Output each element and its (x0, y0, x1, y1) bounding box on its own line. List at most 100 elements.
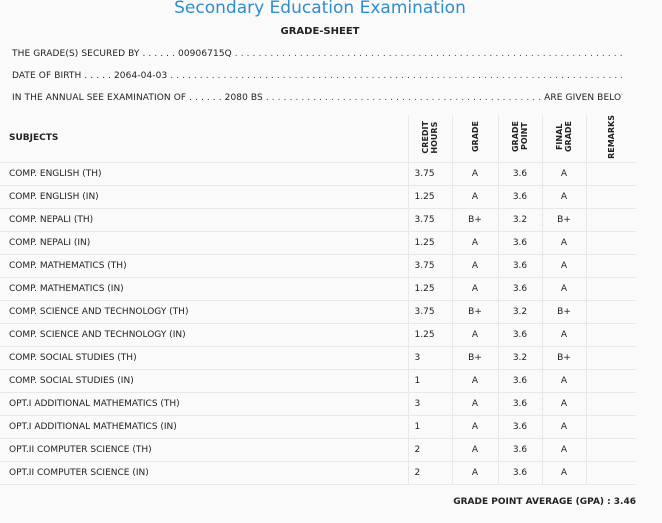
grade-point-cell: 3.6 (497, 185, 542, 209)
credit-hours-cell: 1 (407, 415, 452, 439)
table-row: COMP. SOCIAL STUDIES (IN) 1 A 3.6 A (0, 369, 636, 393)
final-grade-cell: B+ (541, 346, 586, 370)
subject-cell: OPT.I ADDITIONAL MATHEMATICS (IN) (0, 415, 408, 439)
grade-point-cell: 3.2 (497, 346, 542, 370)
credit-hours-cell: 3 (407, 392, 452, 416)
grade-point-cell: 3.2 (497, 300, 542, 324)
grade-point-cell: 3.6 (497, 369, 542, 393)
header-grade-text: GRADE (470, 121, 480, 153)
credit-hours-cell: 2 (407, 461, 452, 485)
table-row: COMP. SCIENCE AND TECHNOLOGY (TH) 3.75 B+ 3… (0, 300, 636, 324)
remarks-cell (585, 438, 636, 462)
table-row: COMP. ENGLISH (IN) 1.25 A 3.6 A (0, 185, 636, 209)
final-grade-cell: A (541, 415, 586, 439)
credit-hours-cell: 3.75 (407, 162, 452, 186)
remarks-cell (585, 162, 636, 186)
exam-suffix: ARE GIVEN BELOW . . . (544, 93, 622, 103)
grade-point-cell: 3.6 (497, 392, 542, 416)
subject-cell: COMP. SCIENCE AND TECHNOLOGY (IN) (0, 323, 408, 347)
dob-line: DATE OF BIRTH . . . . . 2064-04-03 . . .… (12, 71, 622, 81)
grade-point-cell: 3.6 (497, 277, 542, 301)
grade-cell: A (451, 392, 498, 416)
exam-year: 2080 BS (224, 93, 263, 103)
remarks-cell (585, 346, 636, 370)
gpa-value: 3.46 (613, 497, 636, 507)
subject-cell: OPT.II COMPUTER SCIENCE (TH) (0, 438, 408, 462)
table-row: COMP. NEPALI (IN) 1.25 A 3.6 A (0, 231, 636, 255)
credit-hours-cell: 1.25 (407, 231, 452, 255)
grade-cell: A (451, 438, 498, 462)
subject-cell: OPT.I ADDITIONAL MATHEMATICS (TH) (0, 392, 408, 416)
credit-hours-cell: 3.75 (407, 300, 452, 324)
final-grade-cell: A (541, 392, 586, 416)
final-grade-cell: A (541, 323, 586, 347)
grade-secured-dots: . . . . . . . . . . . . . . . . . . . . … (234, 49, 622, 59)
final-grade-cell: A (541, 231, 586, 255)
table-row: COMP. SOCIAL STUDIES (TH) 3 B+ 3.2 B+ (0, 346, 636, 370)
remarks-cell (585, 208, 636, 232)
header-grade-point: GRADE POINT (497, 115, 542, 163)
remarks-cell (585, 461, 636, 485)
grade-cell: B+ (451, 346, 498, 370)
grade-secured-label: THE GRADE(S) SECURED BY . . . . . . (12, 49, 176, 59)
grade-point-cell: 3.6 (497, 415, 542, 439)
table-row: OPT.II COMPUTER SCIENCE (IN) 2 A 3.6 A (0, 461, 636, 485)
gpa-label: GRADE POINT AVERAGE (GPA) : (453, 497, 611, 507)
header-credit-hours: CREDIT HOURS (407, 115, 452, 163)
table-row: COMP. NEPALI (TH) 3.75 B+ 3.2 B+ (0, 208, 636, 232)
grade-point-cell: 3.2 (497, 208, 542, 232)
final-grade-cell: A (541, 461, 586, 485)
final-grade-cell: A (541, 438, 586, 462)
header-final-grade-text: FINAL GRADE (555, 121, 573, 153)
gpa-summary: GRADE POINT AVERAGE (GPA) :3.46 (453, 497, 636, 507)
subject-cell: COMP. SCIENCE AND TECHNOLOGY (TH) (0, 300, 408, 324)
subject-cell: COMP. SOCIAL STUDIES (IN) (0, 369, 408, 393)
table-row: COMP. ENGLISH (TH) 3.75 A 3.6 A (0, 162, 636, 186)
credit-hours-cell: 1.25 (407, 185, 452, 209)
subject-cell: OPT.II COMPUTER SCIENCE (IN) (0, 461, 408, 485)
table-header-row: SUBJECTS CREDIT HOURS GRADE GRADE POINT … (0, 115, 636, 163)
table-row: COMP. SCIENCE AND TECHNOLOGY (IN) 1.25 A 3.… (0, 323, 636, 347)
grade-cell: A (451, 231, 498, 255)
remarks-cell (585, 254, 636, 278)
final-grade-cell: A (541, 185, 586, 209)
grade-cell: A (451, 162, 498, 186)
header-remarks-text: REMARKS (606, 115, 616, 159)
credit-hours-cell: 3.75 (407, 208, 452, 232)
grade-point-cell: 3.6 (497, 162, 542, 186)
dob-label: DATE OF BIRTH . . . . . (12, 71, 111, 81)
final-grade-cell: A (541, 254, 586, 278)
subject-cell: COMP. ENGLISH (IN) (0, 185, 408, 209)
subject-cell: COMP. MATHEMATICS (TH) (0, 254, 408, 278)
table-row: OPT.II COMPUTER SCIENCE (TH) 2 A 3.6 A (0, 438, 636, 462)
header-subjects: SUBJECTS (0, 115, 408, 163)
final-grade-cell: A (541, 277, 586, 301)
header-grade-point-text: GRADE POINT (511, 121, 529, 153)
remarks-cell (585, 392, 636, 416)
grade-point-cell: 3.6 (497, 461, 542, 485)
grade-cell: A (451, 323, 498, 347)
exam-label: IN THE ANNUAL SEE EXAMINATION OF . . . .… (12, 93, 222, 103)
credit-hours-cell: 1 (407, 369, 452, 393)
grade-point-cell: 3.6 (497, 231, 542, 255)
grade-cell: A (451, 185, 498, 209)
grades-table: SUBJECTS CREDIT HOURS GRADE GRADE POINT … (0, 115, 636, 485)
final-grade-cell: A (541, 369, 586, 393)
grade-secured-line: THE GRADE(S) SECURED BY . . . . . . 0090… (12, 49, 622, 59)
grade-cell: A (451, 415, 498, 439)
table-row: COMP. MATHEMATICS (TH) 3.75 A 3.6 A (0, 254, 636, 278)
dob-value: 2064-04-03 (113, 71, 168, 81)
remarks-cell (585, 185, 636, 209)
grade-cell: A (451, 369, 498, 393)
exam-title: Secondary Education Examination (174, 0, 466, 18)
symbol-number: 00906715Q (178, 49, 232, 59)
final-grade-cell: B+ (541, 300, 586, 324)
exam-line: IN THE ANNUAL SEE EXAMINATION OF . . . .… (12, 93, 622, 103)
credit-hours-cell: 1.25 (407, 323, 452, 347)
remarks-cell (585, 300, 636, 324)
remarks-cell (585, 231, 636, 255)
header-remarks: REMARKS (585, 115, 636, 163)
final-grade-cell: A (541, 162, 586, 186)
credit-hours-cell: 1.25 (407, 277, 452, 301)
remarks-cell (585, 415, 636, 439)
